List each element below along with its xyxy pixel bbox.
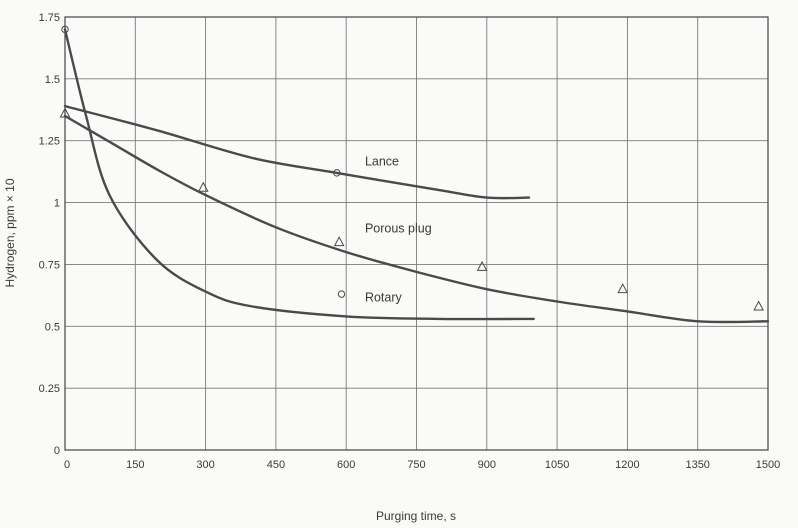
- y-tick-label: 1.25: [39, 136, 60, 148]
- series-labels: Lance Porous plug Rotary: [365, 154, 432, 304]
- series-label-porous-plug: Porous plug: [365, 221, 432, 235]
- plot-frame: [64, 16, 769, 451]
- x-axis-title: Purging time, s: [376, 509, 456, 523]
- marker-triangle-porous-plug: [197, 181, 209, 192]
- marker-triangle-porous-plug: [753, 300, 764, 311]
- marker-triangle-porous-plug: [476, 260, 488, 271]
- marker-triangle-porous-plug: [333, 236, 345, 247]
- y-tick-label: 0.25: [39, 383, 60, 395]
- marker-circle-rotary: [337, 290, 346, 298]
- marker-triangle-porous-plug: [617, 283, 629, 294]
- series-curves: [63, 28, 770, 324]
- marker-circle-rotary: [61, 25, 69, 34]
- y-tick-label: 0.75: [39, 259, 60, 271]
- series-line-porous-plug: [63, 114, 770, 324]
- marker-circle-lance: [333, 169, 341, 177]
- y-tick-label: 1: [54, 198, 60, 210]
- x-tick-label: 1050: [545, 459, 569, 471]
- series-label-lance: Lance: [365, 154, 399, 168]
- grid: [65, 17, 768, 450]
- x-tick-label: 450: [267, 459, 285, 471]
- x-tick-label: 1500: [756, 459, 780, 471]
- y-tick-labels: 0 0.25 0.5 0.75 1 1.25 1.5 1.75: [39, 12, 60, 457]
- y-axis-title: Hydrogen, ppm × 10: [3, 178, 17, 287]
- marker-triangle-porous-plug: [59, 107, 71, 118]
- series-markers: [59, 25, 764, 311]
- x-tick-label: 900: [478, 459, 496, 471]
- y-tick-label: 0: [54, 445, 60, 457]
- x-tick-label: 300: [196, 459, 214, 471]
- series-label-rotary: Rotary: [365, 291, 403, 305]
- y-tick-label: 0.5: [45, 321, 60, 333]
- x-tick-label: 1350: [685, 459, 709, 471]
- series-line-rotary: [63, 28, 535, 321]
- x-tick-labels: 0 150 300 450 600 750 900 1050 1200 1350 1500: [64, 459, 780, 471]
- x-tick-label: 750: [407, 459, 425, 471]
- y-tick-label: 1.5: [45, 74, 60, 86]
- series-line-lance: [63, 104, 531, 200]
- x-tick-label: 600: [337, 459, 355, 471]
- x-tick-label: 150: [126, 459, 144, 471]
- y-tick-label: 1.75: [39, 12, 60, 24]
- x-tick-label: 0: [64, 459, 70, 471]
- x-tick-label: 1200: [615, 459, 639, 471]
